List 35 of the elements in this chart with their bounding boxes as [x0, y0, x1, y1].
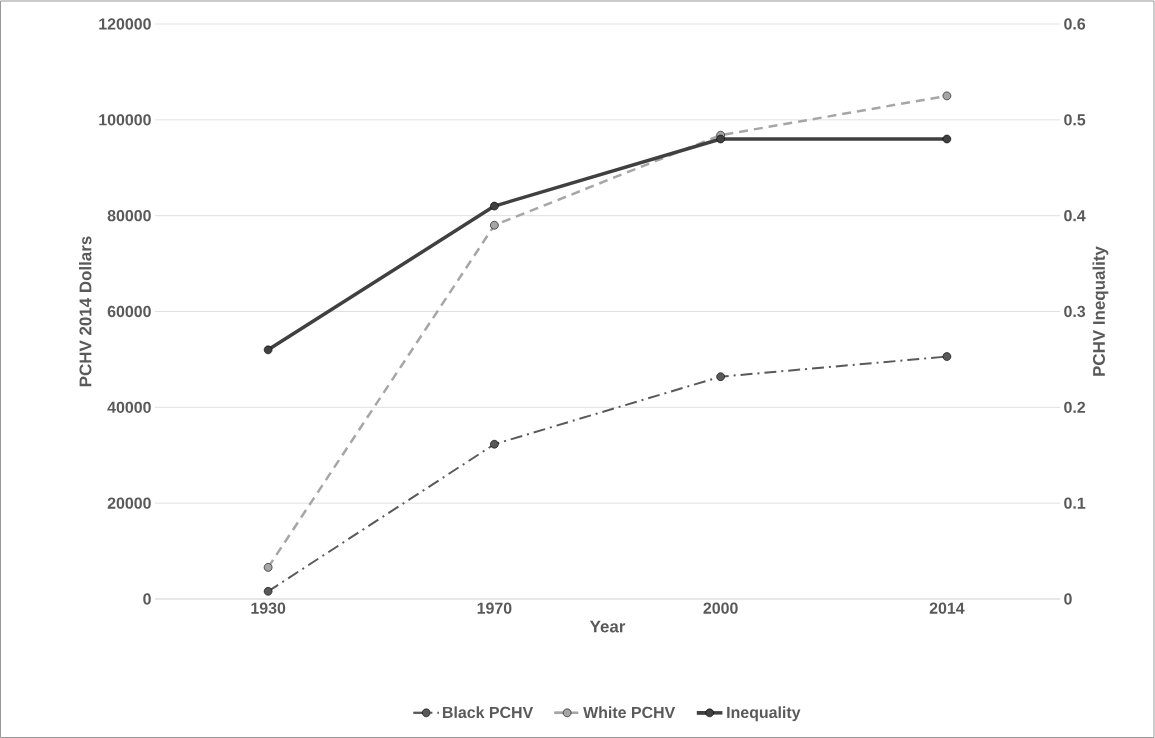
y-tick-label: 0: [143, 593, 151, 605]
y-tick-label: 120000: [99, 18, 151, 30]
point: [490, 201, 499, 211]
y-tick-label: 100000: [99, 114, 151, 126]
x-tick-label: 1930: [251, 602, 286, 614]
y2-tick-label: 0.4: [1064, 210, 1086, 222]
point: [263, 587, 273, 596]
point: [942, 134, 952, 144]
point: [716, 372, 725, 381]
point: [490, 439, 499, 449]
point: [490, 220, 499, 230]
legend-label: Inequality: [727, 706, 801, 722]
point: [942, 91, 952, 101]
y2-tick-label: 0: [1064, 593, 1072, 605]
y2-tick-label: 0.1: [1064, 497, 1086, 509]
y2-tick-label: 0.2: [1064, 401, 1086, 413]
x-tick-label: 2000: [703, 602, 738, 614]
y-tick-label: 80000: [107, 210, 151, 222]
point: [716, 134, 725, 144]
legend-label: White PCHV: [583, 706, 676, 719]
y2-axis-title: PCHV Inequality: [1092, 246, 1109, 376]
y-axis-title: PCHV 2014 Dollars: [79, 236, 92, 387]
y-tick-label: 40000: [107, 401, 151, 413]
point: [942, 352, 952, 361]
point: [263, 563, 273, 572]
point: [263, 345, 273, 355]
y-tick-label: 20000: [107, 497, 151, 509]
x-tick-label: 2014: [929, 602, 965, 614]
y-tick-label: 60000: [107, 305, 151, 318]
x-tick-label: 1970: [477, 602, 512, 614]
y2-tick-label: 0.6: [1064, 18, 1086, 30]
x-axis-title: Year: [589, 620, 626, 633]
y2-tick-label: 0.3: [1064, 305, 1086, 318]
y2-tick-label: 0.5: [1064, 114, 1086, 126]
legend-label: Black PCHV: [443, 706, 534, 719]
